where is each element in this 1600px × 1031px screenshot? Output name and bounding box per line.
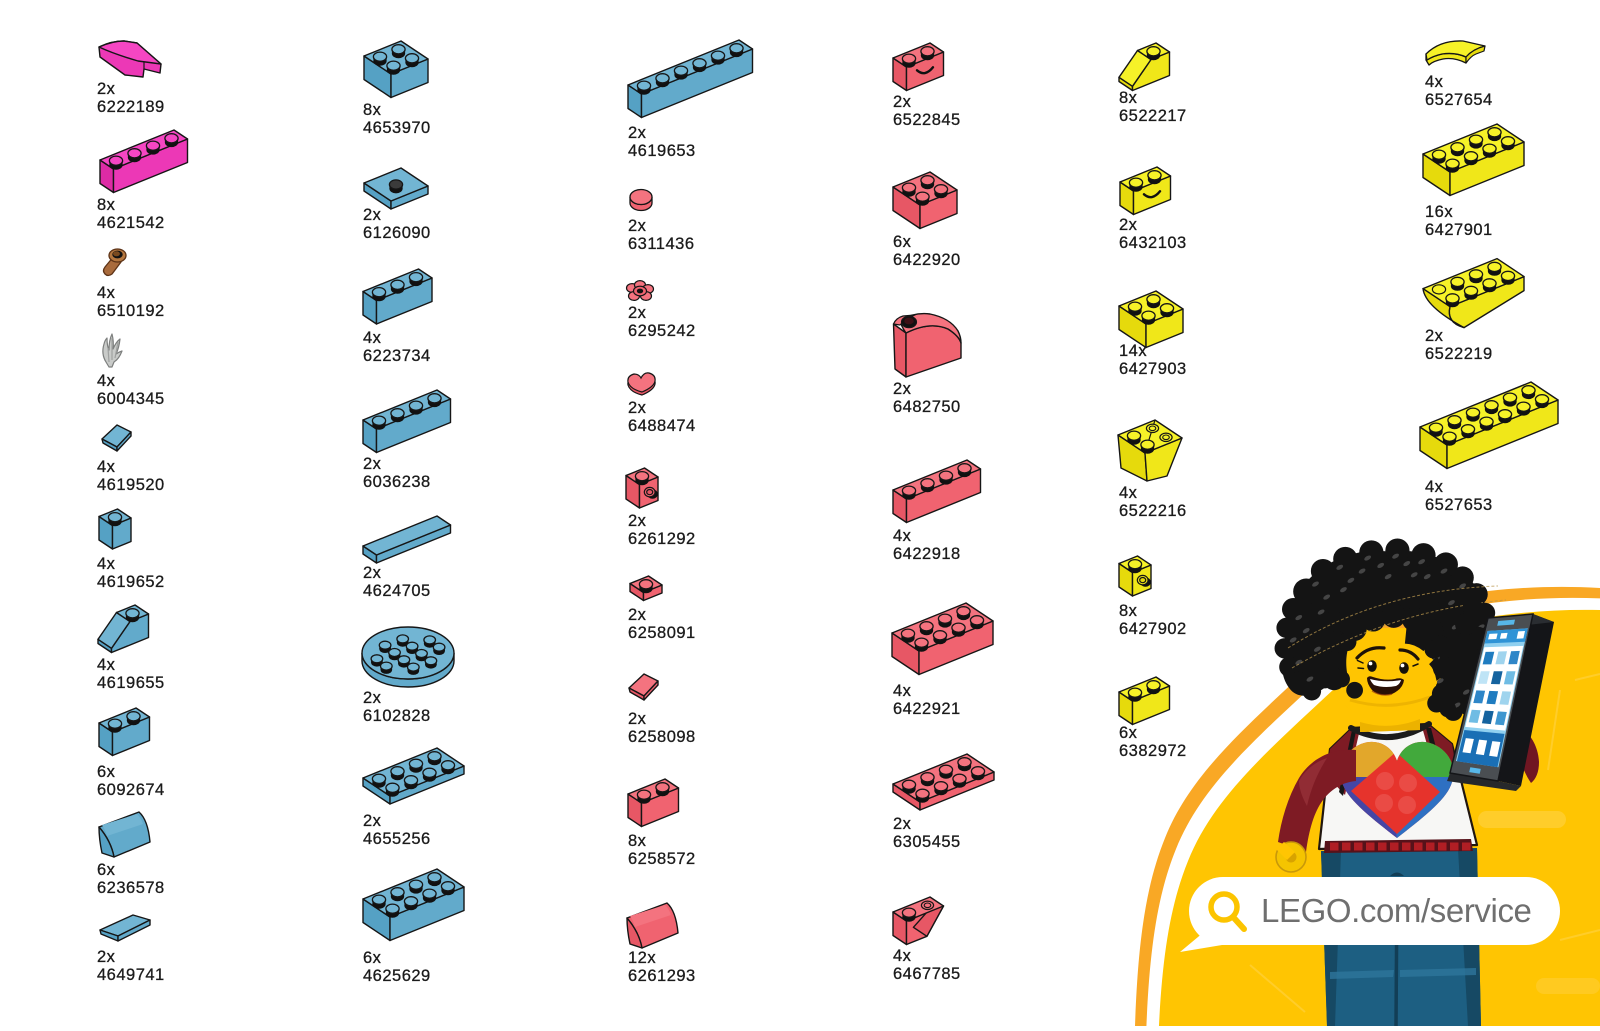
svg-text:6236578: 6236578 — [97, 879, 165, 897]
svg-text:6258098: 6258098 — [628, 728, 696, 746]
svg-text:4619652: 4619652 — [97, 573, 165, 591]
svg-text:4x: 4x — [893, 527, 912, 545]
svg-text:6467785: 6467785 — [893, 965, 961, 983]
svg-text:2x: 2x — [363, 564, 382, 582]
svg-text:2x: 2x — [893, 93, 912, 111]
svg-text:6527653: 6527653 — [1425, 496, 1493, 514]
svg-text:6102828: 6102828 — [363, 707, 431, 725]
svg-text:2x: 2x — [1425, 327, 1444, 345]
svg-text:6258572: 6258572 — [628, 850, 696, 868]
svg-text:16x: 16x — [1425, 203, 1453, 221]
svg-text:4625629: 4625629 — [363, 967, 431, 985]
svg-text:2x: 2x — [628, 124, 647, 142]
svg-text:6432103: 6432103 — [1119, 234, 1187, 252]
svg-text:6004345: 6004345 — [97, 390, 165, 408]
svg-text:4x: 4x — [363, 329, 382, 347]
svg-text:6488474: 6488474 — [628, 417, 696, 435]
svg-text:6x: 6x — [97, 861, 116, 879]
svg-text:6x: 6x — [97, 763, 116, 781]
svg-text:6382972: 6382972 — [1119, 742, 1187, 760]
svg-text:LEGO.com/service: LEGO.com/service — [1261, 892, 1532, 929]
svg-text:6x: 6x — [363, 949, 382, 967]
svg-text:6522219: 6522219 — [1425, 345, 1493, 363]
svg-text:6427901: 6427901 — [1425, 221, 1493, 239]
svg-text:6422920: 6422920 — [893, 251, 961, 269]
svg-text:2x: 2x — [628, 217, 647, 235]
svg-text:2x: 2x — [363, 455, 382, 473]
svg-text:6261292: 6261292 — [628, 530, 696, 548]
svg-text:6295242: 6295242 — [628, 322, 696, 340]
svg-text:6482750: 6482750 — [893, 398, 961, 416]
svg-text:2x: 2x — [628, 512, 647, 530]
svg-text:2x: 2x — [893, 380, 912, 398]
svg-text:4x: 4x — [1425, 478, 1444, 496]
svg-text:4619520: 4619520 — [97, 476, 165, 494]
svg-text:4619653: 4619653 — [628, 142, 696, 160]
svg-text:6422918: 6422918 — [893, 545, 961, 563]
svg-text:4x: 4x — [893, 682, 912, 700]
svg-text:8x: 8x — [97, 196, 116, 214]
svg-text:2x: 2x — [97, 948, 116, 966]
svg-text:2x: 2x — [628, 710, 647, 728]
svg-text:2x: 2x — [628, 304, 647, 322]
svg-text:6223734: 6223734 — [363, 347, 431, 365]
svg-text:6427902: 6427902 — [1119, 620, 1187, 638]
svg-text:6427903: 6427903 — [1119, 360, 1187, 378]
svg-text:4653970: 4653970 — [363, 119, 431, 137]
svg-text:6092674: 6092674 — [97, 781, 165, 799]
svg-text:4x: 4x — [1119, 484, 1138, 502]
svg-text:8x: 8x — [628, 832, 647, 850]
svg-text:4649741: 4649741 — [97, 966, 165, 984]
svg-text:6x: 6x — [1119, 724, 1138, 742]
svg-text:4x: 4x — [1425, 73, 1444, 91]
svg-text:2x: 2x — [628, 399, 647, 417]
svg-text:2x: 2x — [628, 606, 647, 624]
svg-text:6036238: 6036238 — [363, 473, 431, 491]
svg-text:2x: 2x — [363, 812, 382, 830]
svg-text:6522217: 6522217 — [1119, 107, 1187, 125]
svg-text:6305455: 6305455 — [893, 833, 961, 851]
svg-text:6311436: 6311436 — [628, 235, 695, 253]
svg-text:6126090: 6126090 — [363, 224, 431, 242]
svg-text:6422921: 6422921 — [893, 700, 961, 718]
svg-text:8x: 8x — [1119, 89, 1138, 107]
svg-text:4619655: 4619655 — [97, 674, 165, 692]
svg-text:4x: 4x — [97, 284, 116, 302]
svg-text:4x: 4x — [97, 458, 116, 476]
svg-text:6x: 6x — [893, 233, 912, 251]
svg-text:8x: 8x — [1119, 602, 1138, 620]
svg-text:2x: 2x — [363, 206, 382, 224]
svg-text:4621542: 4621542 — [97, 214, 165, 232]
svg-text:12x: 12x — [628, 949, 656, 967]
svg-text:4x: 4x — [97, 372, 116, 390]
svg-text:6261293: 6261293 — [628, 967, 696, 985]
svg-text:4x: 4x — [97, 555, 116, 573]
svg-text:6222189: 6222189 — [97, 98, 165, 116]
svg-text:4624705: 4624705 — [363, 582, 431, 600]
svg-text:6527654: 6527654 — [1425, 91, 1493, 109]
svg-text:6522216: 6522216 — [1119, 502, 1187, 520]
svg-text:2x: 2x — [1119, 216, 1138, 234]
svg-text:2x: 2x — [893, 815, 912, 833]
svg-text:4x: 4x — [97, 656, 116, 674]
svg-text:6522845: 6522845 — [893, 111, 961, 129]
svg-text:4x: 4x — [893, 947, 912, 965]
svg-text:2x: 2x — [97, 80, 116, 98]
svg-text:14x: 14x — [1119, 342, 1147, 360]
svg-text:6510192: 6510192 — [97, 302, 165, 320]
svg-text:4655256: 4655256 — [363, 830, 431, 848]
svg-text:6258091: 6258091 — [628, 624, 696, 642]
svg-text:8x: 8x — [363, 101, 382, 119]
svg-text:2x: 2x — [363, 689, 382, 707]
